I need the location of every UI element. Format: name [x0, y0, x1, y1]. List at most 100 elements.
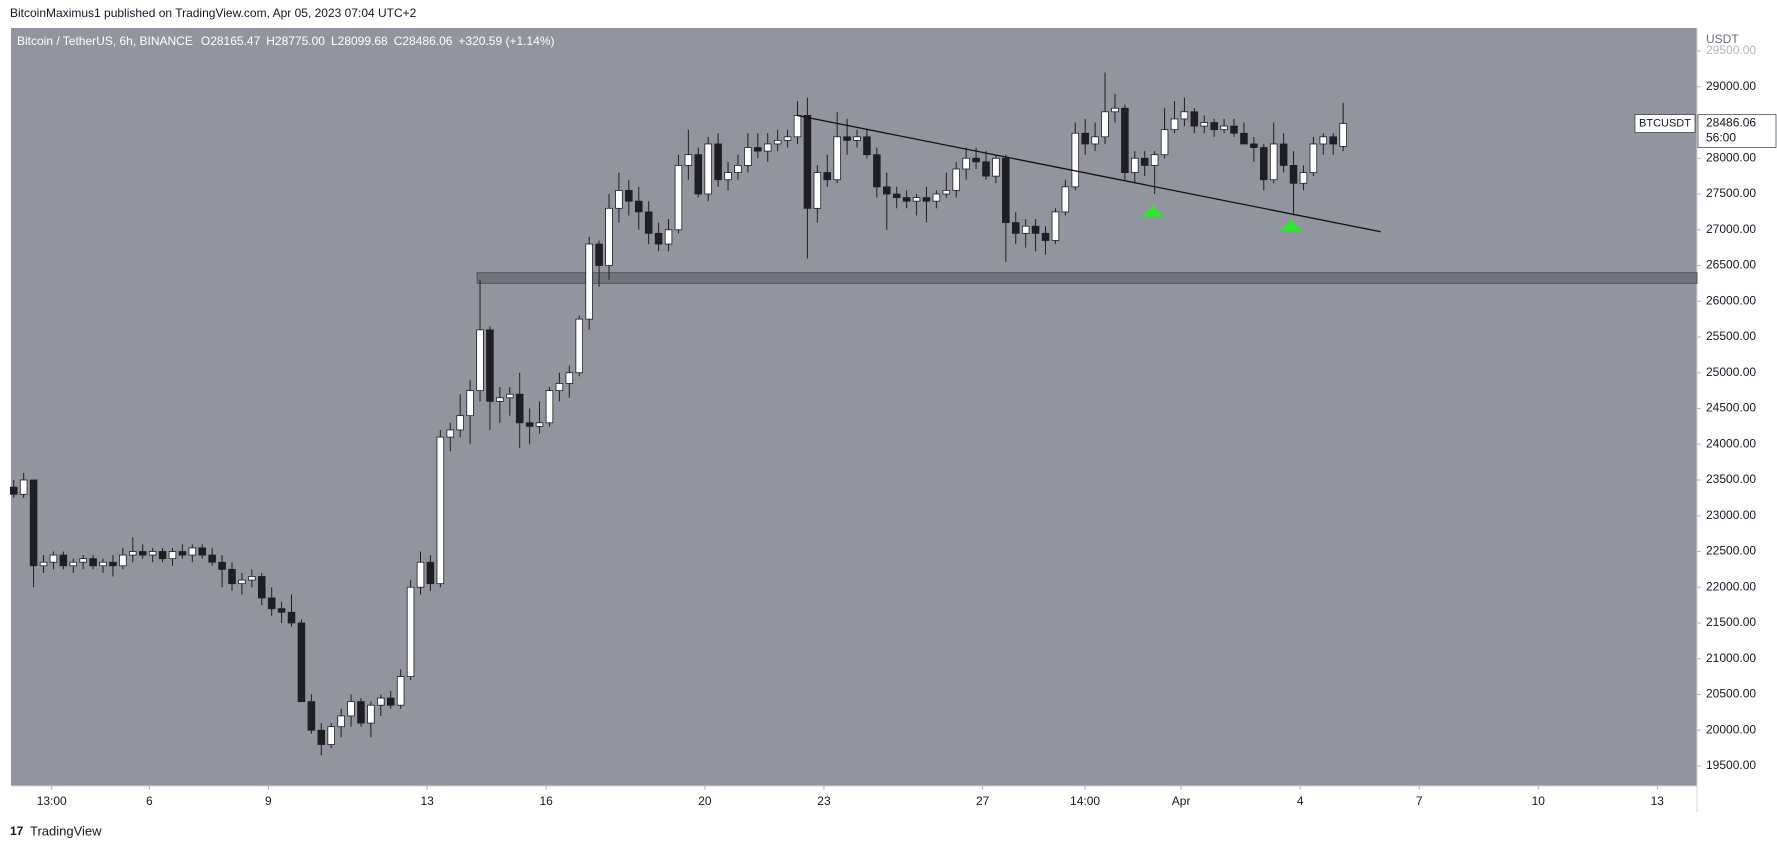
- candle-body: [952, 168, 960, 191]
- candle-body: [922, 197, 931, 202]
- y-tick-label: 29500.00: [1706, 43, 1756, 57]
- candle-body: [942, 190, 951, 195]
- y-tick-label: 26500.00: [1706, 258, 1756, 272]
- candle-body: [367, 704, 375, 724]
- candle-body: [1190, 111, 1199, 127]
- y-tick-label: 21500.00: [1706, 615, 1756, 629]
- candle-body: [69, 561, 78, 567]
- candle-body: [327, 726, 335, 745]
- candle-body: [1299, 172, 1308, 184]
- candle-body: [1289, 165, 1298, 184]
- y-tick-label: 19500.00: [1706, 758, 1756, 772]
- candle-body: [277, 608, 286, 613]
- candle-body: [1051, 211, 1060, 241]
- y-tick-label: 22000.00: [1706, 579, 1756, 593]
- x-tick-label: 23: [817, 794, 831, 808]
- candle-body: [823, 172, 832, 181]
- candle-body: [406, 586, 415, 678]
- candle-body: [724, 172, 732, 181]
- candle-body: [754, 147, 762, 152]
- y-tick-label: 23500.00: [1706, 472, 1756, 486]
- x-tick-label: 16: [539, 794, 553, 808]
- footer-brand: TradingView: [30, 823, 102, 838]
- symbol-tag-bg: [1634, 114, 1696, 133]
- chart-title: Bitcoin / TetherUS, 6h, BINANCE: [17, 34, 193, 48]
- candle-body: [377, 697, 385, 706]
- candle-body: [208, 554, 216, 563]
- y-tick-label: 24000.00: [1706, 436, 1756, 450]
- candle-body: [932, 193, 941, 202]
- candle-body: [347, 701, 355, 717]
- candle-body: [486, 329, 494, 402]
- candle-body: [982, 161, 990, 177]
- candle-body: [873, 154, 881, 188]
- candle-body: [902, 197, 911, 202]
- y-tick-label: 25000.00: [1706, 365, 1756, 379]
- support-marker: [1280, 219, 1303, 232]
- candle-body: [783, 136, 792, 141]
- candle-body: [654, 232, 663, 245]
- candle-body: [446, 429, 455, 438]
- candle-body: [1240, 132, 1248, 145]
- candle-body: [1041, 232, 1050, 241]
- symbol-tag: BTCUSDT: [1639, 117, 1691, 129]
- candle-body: [416, 561, 425, 588]
- candle-body: [506, 393, 514, 399]
- candle-body: [1339, 123, 1347, 147]
- x-tick-label: 6: [146, 794, 153, 808]
- x-tick-label: Apr: [1172, 794, 1191, 808]
- candle-body: [29, 479, 38, 567]
- candle-body: [555, 383, 564, 392]
- candle-body: [317, 729, 326, 745]
- y-tick-label: 20500.00: [1706, 687, 1756, 701]
- candle-body: [287, 611, 296, 624]
- candle-body: [1121, 107, 1129, 173]
- candle-body: [129, 551, 137, 556]
- candle-body: [1101, 111, 1109, 138]
- price-tag: 28486.06: [1706, 116, 1756, 130]
- candle-body: [426, 561, 435, 585]
- y-tick-label: 26000.00: [1706, 293, 1756, 307]
- candle-body: [704, 143, 712, 195]
- candle-body: [684, 154, 693, 166]
- x-tick-label: 13: [1651, 794, 1665, 808]
- candle-body: [386, 697, 395, 706]
- candle-body: [1319, 136, 1328, 145]
- candle-body: [357, 701, 365, 724]
- candle-body: [833, 136, 841, 181]
- x-tick-label: 13: [420, 794, 434, 808]
- candle-body: [466, 390, 474, 417]
- candle-body: [992, 157, 1000, 177]
- candle-body: [148, 551, 157, 556]
- y-tick-label: 22500.00: [1706, 544, 1756, 558]
- candle-body: [1269, 143, 1278, 181]
- candle-body: [912, 197, 921, 202]
- x-tick-label: 20: [698, 794, 712, 808]
- candle-body: [1260, 147, 1268, 181]
- candle-body: [892, 193, 901, 198]
- candle-body: [138, 551, 147, 556]
- candle-body: [89, 558, 97, 567]
- support-marker: [1141, 204, 1164, 217]
- candle-body: [793, 114, 802, 138]
- candle-body: [545, 390, 554, 424]
- candle-body: [1250, 143, 1258, 148]
- candle-body: [1230, 125, 1238, 134]
- x-tick-label: 14:00: [1070, 794, 1100, 808]
- candle-body: [99, 561, 107, 567]
- candle-body: [843, 136, 851, 141]
- candle-body: [396, 676, 405, 706]
- candle-body: [1160, 129, 1169, 156]
- candle-body: [337, 715, 345, 728]
- candle-body: [515, 393, 524, 424]
- candle-body: [257, 576, 266, 599]
- candle-body: [634, 200, 643, 213]
- x-tick-label: 7: [1416, 794, 1423, 808]
- candle-body: [605, 207, 613, 266]
- candle-body: [119, 554, 127, 567]
- candle-body: [734, 165, 742, 173]
- candle-body: [496, 397, 504, 402]
- candle-body: [436, 436, 445, 585]
- y-tick-label: 27500.00: [1706, 186, 1756, 200]
